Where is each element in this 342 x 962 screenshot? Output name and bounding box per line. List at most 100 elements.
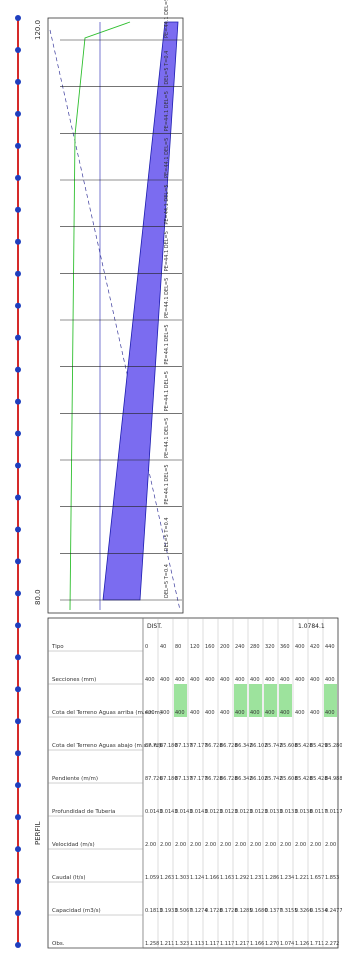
table-cell: 420 [310, 644, 320, 650]
table-cell: 0.0123 [220, 809, 238, 815]
table-cell: 2.00 [220, 842, 231, 848]
table-cell: 200 [220, 644, 230, 650]
table-cell: 1.286 [265, 875, 279, 881]
manhole-label: PE=44.1 DEL=5 [164, 324, 170, 364]
manhole-label: DEL=5 T=0.4 [164, 564, 170, 598]
table-cell: 0.0138 [295, 809, 313, 815]
table-cell: 0.1680 [250, 908, 268, 914]
table-row-label: Cota del Terreno Aguas abajo (m.s.n.m) [52, 743, 161, 749]
distance-header: DIST. [147, 623, 162, 630]
table-cell: 0.1377 [265, 908, 283, 914]
table-cell: 1.711 [310, 941, 324, 947]
table-cell: 40 [160, 644, 166, 650]
table-cell: 0.1534 [310, 908, 328, 914]
survey-node [15, 910, 21, 917]
table-cell: 1.117 [205, 941, 219, 947]
table-cell: 1.166 [250, 941, 264, 947]
table-cell: 1.270 [265, 941, 279, 947]
table-cell: 400 [160, 677, 170, 683]
table-cell: 1.217 [235, 941, 249, 947]
table-cell: 400 [265, 677, 275, 683]
survey-node [15, 622, 21, 629]
table-cell: 87.726 [145, 743, 163, 749]
table-cell: 400 [295, 677, 305, 683]
table-cell: 2.00 [325, 842, 336, 848]
table-cell: 400 [280, 710, 290, 716]
survey-node [15, 718, 21, 725]
table-cell: 400 [235, 677, 245, 683]
table-cell: 400 [175, 677, 185, 683]
survey-node [15, 750, 21, 757]
table-cell: 86.342 [235, 743, 253, 749]
table-cell: 400 [235, 710, 245, 716]
table-cell: 2.00 [295, 842, 306, 848]
table-cell: 0.1285 [235, 908, 253, 914]
survey-node [15, 398, 21, 405]
survey-node [15, 430, 21, 437]
manhole-label: PE=44.1 DEL=5 [164, 0, 170, 38]
table-cell: 85.428 [295, 776, 313, 782]
survey-node [15, 110, 21, 117]
table-row-label: Capacidad (m3/s) [52, 908, 101, 914]
table-cell: 86.102 [250, 743, 268, 749]
table-cell: 87.180 [160, 743, 178, 749]
survey-node [15, 654, 21, 661]
table-cell: 1.059 [145, 875, 159, 881]
table-cell: 1.166 [205, 875, 219, 881]
manhole-label: PE=44.1 DEL=5 [164, 91, 170, 131]
table-cell: 0.0143 [175, 809, 193, 815]
cell-highlight [279, 684, 292, 717]
table-cell: 0.1274 [190, 908, 208, 914]
manhole-label: PE=44.1 DEL=5 [164, 418, 170, 458]
survey-node [15, 15, 21, 21]
table-cell: 2.00 [235, 842, 246, 848]
table-cell: 400 [145, 710, 155, 716]
table-cell: 240 [235, 644, 245, 650]
table-cell: 1.303 [175, 875, 189, 881]
table-cell: 86.728 [220, 776, 238, 782]
table-cell: 2.00 [160, 842, 171, 848]
table-cell: 1.117 [220, 941, 234, 947]
cell-highlight [249, 684, 262, 717]
table-cell: 0.5067 [175, 908, 193, 914]
table-cell: 400 [205, 677, 215, 683]
table-cell: 87.177 [190, 743, 208, 749]
table-row-label: Caudal (lt/s) [52, 875, 86, 881]
survey-node [15, 942, 21, 948]
table-cell: 400 [220, 677, 230, 683]
table-cell: 1.113 [190, 941, 204, 947]
table-cell: 0.0117 [310, 809, 328, 815]
table-cell: 0.0123 [235, 809, 253, 815]
table-cell: 2.00 [310, 842, 321, 848]
cell-highlight [174, 684, 187, 717]
table-cell: 400 [145, 677, 155, 683]
table-cell: 0 [145, 644, 148, 650]
manhole-label: PE=44.1 DEL=5 [164, 184, 170, 224]
table-cell: 86.342 [235, 776, 253, 782]
table-cell: 2.00 [265, 842, 276, 848]
table-cell: 280 [250, 644, 260, 650]
table-cell: 400 [310, 710, 320, 716]
table-cell: 400 [325, 710, 335, 716]
table-row-label: Profundidad de Tuberia [52, 809, 115, 815]
table-cell: 0.0143 [145, 809, 163, 815]
table-cell: 1.074 [280, 941, 294, 947]
survey-node [15, 142, 21, 149]
table-cell: 400 [295, 644, 305, 650]
table-cell: 1.211 [160, 941, 174, 947]
table-cell: 160 [205, 644, 215, 650]
table-cell: 2.00 [190, 842, 201, 848]
table-cell: 400 [205, 710, 215, 716]
table-row-label: Secciones (mm) [52, 677, 96, 683]
table-cell: 1.323 [175, 941, 189, 947]
profile-frame [47, 17, 184, 614]
table-cell: 0.3266 [295, 908, 313, 914]
table-cell: 1.163 [220, 875, 234, 881]
table-cell: 360 [280, 644, 290, 650]
table-cell: 1.853 [325, 875, 339, 881]
cell-highlight [264, 684, 277, 717]
survey-node [15, 206, 21, 213]
manhole-label: PE=44.1 DEL=5 [164, 464, 170, 504]
table-row-label: Obs. [52, 941, 65, 947]
manhole-label: PE=44.1 DEL=5 [164, 138, 170, 178]
